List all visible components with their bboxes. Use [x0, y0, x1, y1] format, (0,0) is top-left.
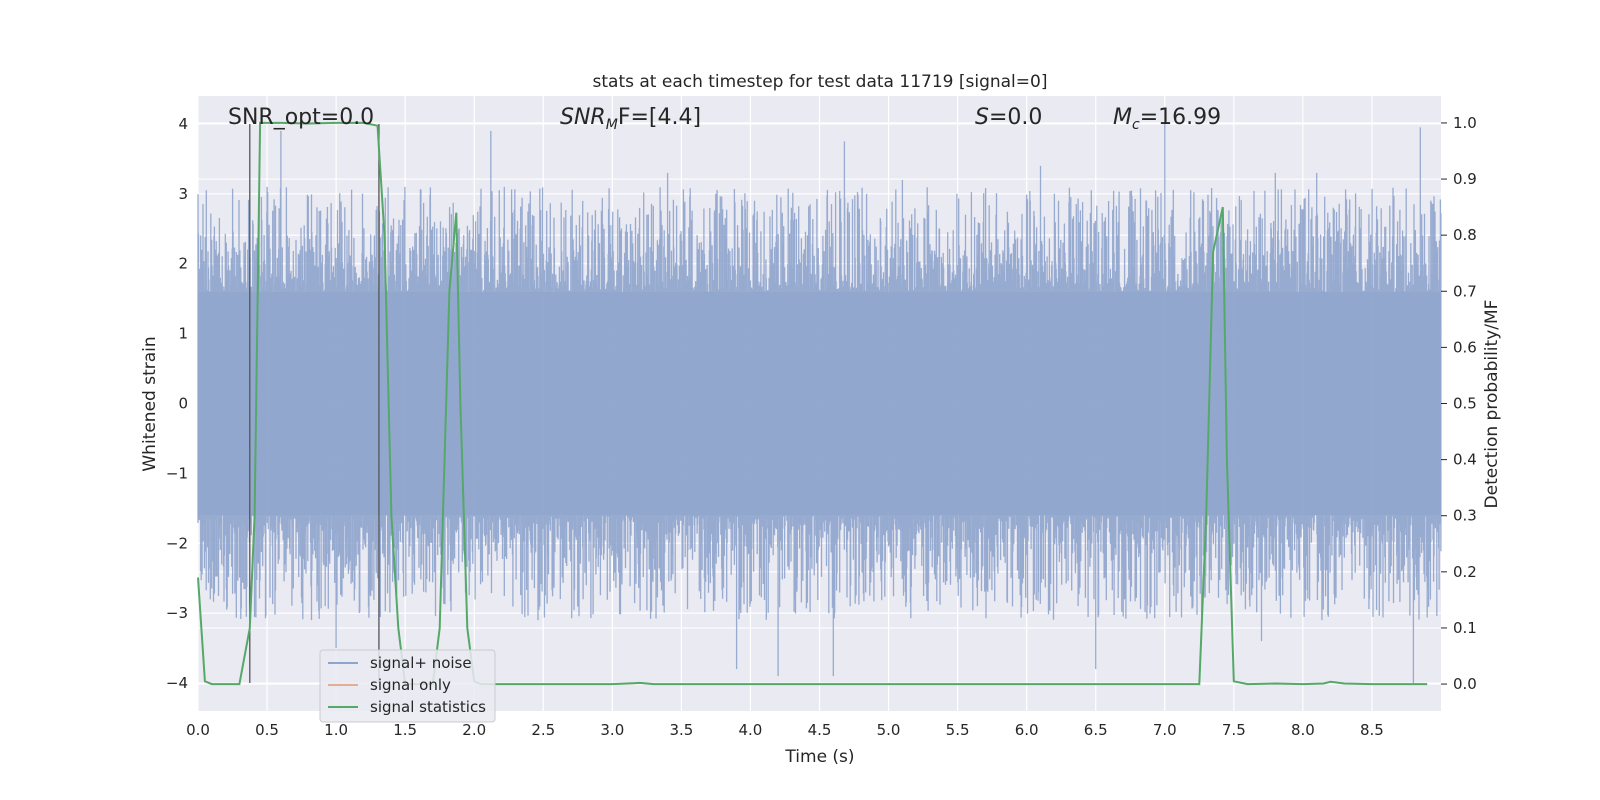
series-signal-plus-noise	[197, 124, 1442, 683]
x-tick-label-11: 5.5	[946, 721, 970, 739]
y-right-tick-label-7: 0.7	[1453, 282, 1477, 300]
vertical-markers	[249, 123, 380, 684]
annotation-s: S=0.0	[975, 105, 1042, 130]
annotation-mc-name: M	[1113, 105, 1132, 130]
y-left-tick-label-7: 3	[178, 185, 188, 203]
legend-label-signal-statistics: signal statistics	[370, 698, 486, 716]
annotation-snr-mf-rest: F=[4.4]	[618, 105, 701, 130]
x-tick-label-6: 3.0	[600, 721, 624, 739]
x-tick-label-5: 2.5	[531, 721, 555, 739]
x-tick-label-16: 8.0	[1291, 721, 1315, 739]
annotation-snr-opt: SNR_opt=0.0	[228, 105, 374, 130]
x-tick-label-14: 7.0	[1153, 721, 1177, 739]
legend-label-signal-only: signal only	[370, 676, 451, 694]
x-tick-label-8: 4.0	[739, 721, 763, 739]
x-tick-label-13: 6.5	[1084, 721, 1108, 739]
y-right-tick-label-0: 0.0	[1453, 675, 1477, 693]
annotation-mc-value: =16.99	[1140, 105, 1221, 130]
x-tick-label-17: 8.5	[1360, 721, 1384, 739]
tick-labels: 0.0 0.5 1.0 1.5 2.0 2.5 3.0 3.5 4.0 4.5 5.0 5.5 6.0 6…	[166, 114, 1477, 739]
x-tick-label-10: 5.0	[877, 721, 901, 739]
y-left-tick-label-2: −2	[166, 534, 188, 552]
y-axis-label-right: Detection probability/MF	[1482, 300, 1502, 509]
x-tick-label-9: 4.5	[808, 721, 832, 739]
y-left-tick-label-1: −3	[166, 604, 188, 622]
legend-label-signal-plus-noise: signal+ noise	[370, 654, 472, 672]
y-right-tick-label-8: 0.8	[1453, 226, 1477, 244]
y-right-tick-label-2: 0.2	[1453, 563, 1477, 581]
x-tick-label-12: 6.0	[1015, 721, 1039, 739]
y-left-tick-label-3: −1	[166, 464, 188, 482]
y-axis-label-left: Whitened strain	[140, 336, 160, 471]
y-left-tick-label-4: 0	[178, 395, 188, 413]
y-right-tick-label-1: 0.1	[1453, 619, 1477, 637]
y-left-tick-label-0: −4	[166, 674, 188, 692]
annotation-snr-mf-name: SNR	[560, 105, 606, 130]
y-right-tick-label-4: 0.4	[1453, 451, 1477, 469]
x-tick-label-4: 2.0	[462, 721, 486, 739]
x-tick-label-7: 3.5	[669, 721, 693, 739]
chart-title: stats at each timestep for test data 117…	[593, 72, 1048, 92]
y-left-tick-label-5: 1	[178, 325, 188, 343]
noise-core-band	[198, 291, 1441, 516]
x-tick-label-15: 7.5	[1222, 721, 1246, 739]
y-right-tick-label-6: 0.6	[1453, 338, 1477, 356]
annotation-mc-sub: c	[1132, 117, 1140, 133]
legend-box	[319, 649, 496, 723]
annotation-snr-mf-sub: M	[606, 117, 618, 133]
y-right-tick-label-10: 1.0	[1453, 114, 1477, 132]
x-tick-label-2: 1.0	[324, 721, 348, 739]
annotation-s-value: =0.0	[989, 105, 1042, 130]
legend: signal+ noise signal only signal statist…	[319, 649, 496, 723]
y-right-tick-label-9: 0.9	[1453, 170, 1477, 188]
annotation-s-name: S	[975, 105, 989, 130]
y-left-tick-label-6: 2	[178, 255, 188, 273]
annotation-mc: Mc=16.99	[1113, 105, 1221, 133]
y-right-tick-label-5: 0.5	[1453, 395, 1477, 413]
x-tick-label-3: 1.5	[393, 721, 417, 739]
y-left-tick-label-8: 4	[178, 115, 188, 133]
y-right-tick-label-3: 0.3	[1453, 507, 1477, 525]
x-axis-label: Time (s)	[784, 747, 854, 767]
x-tick-label-0: 0.0	[186, 721, 210, 739]
x-tick-label-1: 0.5	[255, 721, 279, 739]
annotation-snr-mf: SNRMF=[4.4]	[560, 105, 701, 133]
